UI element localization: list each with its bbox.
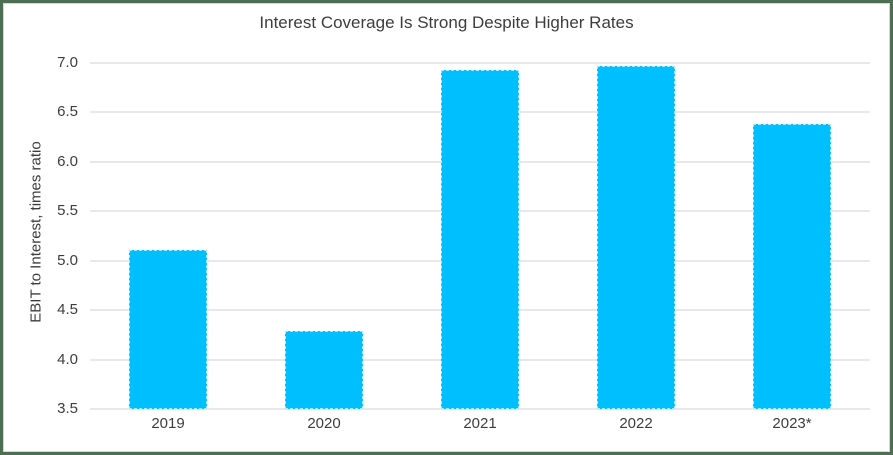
x-tick-label: 2023* — [772, 415, 812, 432]
gridline — [90, 62, 870, 64]
x-tick-label: 2021 — [463, 415, 497, 432]
bar-2023* — [753, 124, 831, 409]
x-tick-label: 2019 — [151, 415, 185, 432]
y-tick-label: 3.5 — [57, 400, 78, 417]
bar-2020 — [285, 330, 363, 409]
y-tick-label: 6.0 — [57, 152, 78, 170]
y-tick-label: 5.5 — [57, 202, 78, 220]
chart-title: Interest Coverage Is Strong Despite High… — [259, 13, 634, 32]
y-tick-label: 4.0 — [57, 350, 78, 368]
y-axis-tick-labels: 3.5 4.0 4.5 5.0 5.5 6.0 6.5 7.0 — [0, 54, 80, 417]
y-tick-label: 7.0 — [57, 54, 78, 71]
y-tick-label: 4.5 — [57, 301, 78, 319]
plot-area — [90, 55, 870, 410]
x-tick-label: 2022 — [619, 415, 653, 432]
bar-2019 — [129, 249, 207, 409]
bar-2022 — [597, 65, 675, 409]
gridline — [90, 408, 870, 410]
y-tick-label: 5.0 — [57, 251, 78, 269]
bar-2021 — [441, 69, 519, 409]
x-axis-tick-labels: 2019 2020 2021 2022 2023* — [90, 415, 870, 437]
x-tick-label: 2020 — [307, 415, 341, 432]
y-tick-label: 6.5 — [57, 103, 78, 121]
